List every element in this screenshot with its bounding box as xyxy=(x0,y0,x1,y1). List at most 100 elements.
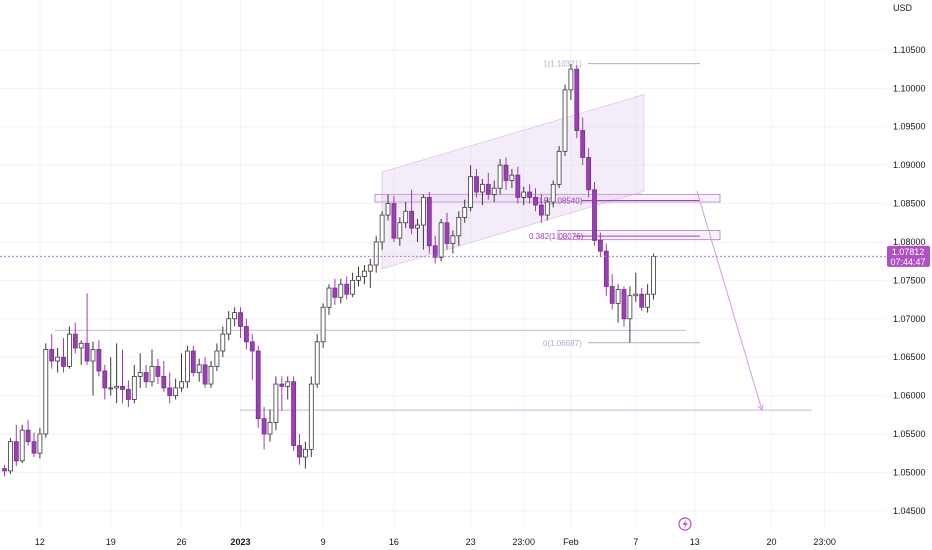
candle xyxy=(155,358,161,385)
price-tick-label: 1.08500 xyxy=(893,199,926,209)
candle-body xyxy=(450,235,456,244)
candle xyxy=(338,278,344,304)
arrow-head xyxy=(757,404,764,412)
candle xyxy=(114,343,119,404)
candle xyxy=(126,380,131,408)
parallel-channel[interactable] xyxy=(381,94,645,270)
candle xyxy=(7,437,13,474)
price-tick-label: 1.10500 xyxy=(893,45,926,55)
candle xyxy=(220,326,226,358)
fib-retracement[interactable]: 1(1.10321) 0.5(1.08540) 0.382(1.08076) 0(1.… xyxy=(529,60,700,348)
time-tick-label: 9 xyxy=(321,537,326,547)
candle xyxy=(356,266,361,287)
time-axis-bg[interactable] xyxy=(0,530,886,550)
candle xyxy=(108,357,114,396)
candle-body xyxy=(550,183,556,203)
candle-body xyxy=(468,176,474,208)
candle xyxy=(550,180,556,208)
candle-body xyxy=(568,68,574,91)
horizontal-lines[interactable] xyxy=(55,329,812,411)
candle xyxy=(43,343,49,438)
candle-body xyxy=(527,191,532,198)
candle-body xyxy=(184,350,190,383)
candle-body xyxy=(556,150,562,185)
candle xyxy=(391,195,397,242)
candle xyxy=(173,378,179,400)
candle xyxy=(297,433,302,465)
candle-body xyxy=(90,349,96,362)
time-tick-label: 12 xyxy=(35,537,45,547)
candle-body xyxy=(243,326,249,343)
grid xyxy=(0,0,886,530)
candle xyxy=(603,243,609,296)
candle-body xyxy=(131,375,137,400)
candle xyxy=(385,194,391,221)
price-tick-label: 1.05000 xyxy=(893,467,926,477)
candle xyxy=(143,364,149,388)
candle xyxy=(25,420,31,446)
time-tick-label: 19 xyxy=(106,537,116,547)
price-tick-label: 1.09500 xyxy=(893,122,926,132)
candle-body xyxy=(586,157,591,191)
candle-body xyxy=(13,441,19,462)
candle-body xyxy=(261,418,267,435)
fib-label: 0(1.06687) xyxy=(543,339,582,348)
candle xyxy=(633,272,639,302)
candle-body xyxy=(420,197,426,226)
candle-body xyxy=(385,203,391,216)
candle-body xyxy=(37,433,43,454)
time-tick-label: Feb xyxy=(563,537,579,547)
candle-body xyxy=(598,240,603,252)
candle xyxy=(367,258,373,289)
candle xyxy=(285,376,291,400)
candle-body xyxy=(621,289,627,320)
candle-body xyxy=(509,174,515,181)
price-axis-bg[interactable] xyxy=(886,0,932,550)
candle-body xyxy=(214,350,220,367)
candle-body xyxy=(356,276,361,281)
candle-body xyxy=(226,318,232,335)
candlesticks xyxy=(2,63,656,477)
candle xyxy=(291,376,297,451)
candle-body xyxy=(515,174,521,198)
price-tick-label: 1.08000 xyxy=(893,237,926,247)
candle xyxy=(598,232,603,258)
candle-body xyxy=(391,203,397,239)
candle-body xyxy=(96,349,102,372)
candle-body xyxy=(149,365,155,383)
countdown-value: 07:44:47 xyxy=(890,257,925,267)
price-tick-label: 1.06000 xyxy=(893,391,926,401)
candle xyxy=(350,272,356,298)
candle-body xyxy=(267,422,273,435)
candle xyxy=(479,178,485,206)
candle-body xyxy=(84,342,90,362)
candle-body xyxy=(474,176,479,193)
candle-body xyxy=(580,130,586,158)
candle xyxy=(67,326,72,369)
candle xyxy=(179,353,184,392)
candle-body xyxy=(190,350,196,373)
candle xyxy=(651,253,656,300)
candle xyxy=(314,334,320,388)
candle xyxy=(61,337,66,373)
candle-body xyxy=(373,241,379,266)
current-price-tag: 1.07812 07:44:47 xyxy=(887,245,930,267)
candle xyxy=(190,345,196,377)
candle xyxy=(639,288,645,312)
candle-body xyxy=(544,201,550,216)
candle-body xyxy=(491,187,497,195)
candle xyxy=(84,293,90,365)
candle-body xyxy=(592,189,597,241)
time-tick-label: 20 xyxy=(766,537,776,547)
candle-body xyxy=(49,349,55,362)
projection-arrow[interactable] xyxy=(696,191,764,412)
candle-body xyxy=(179,381,184,389)
candle xyxy=(120,349,125,404)
candle-body xyxy=(562,89,568,152)
candle-body xyxy=(308,383,314,450)
zone-box xyxy=(557,230,721,241)
lightning-icon[interactable] xyxy=(678,517,692,531)
price-tick-label: 1.07500 xyxy=(893,275,926,285)
candle xyxy=(539,194,544,223)
